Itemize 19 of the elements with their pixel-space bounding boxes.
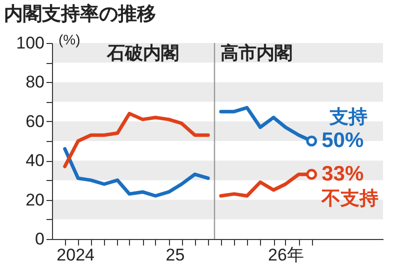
y-tick-label: 80	[26, 72, 44, 92]
data-label: 50%	[322, 129, 364, 152]
annotation: 高市内閣	[220, 43, 293, 63]
series-label: 支持	[328, 106, 368, 128]
annotation: 石破内閣	[106, 43, 179, 63]
y-tick-label: 60	[26, 112, 44, 131]
y-axis-title: (%)	[58, 32, 80, 48]
y-tick-label: 40	[26, 151, 44, 170]
data-label: 33%	[322, 162, 364, 186]
y-tick-label: 100	[16, 34, 44, 52]
line-series	[63, 112, 210, 168]
x-tick-label: 2024	[56, 246, 95, 264]
series-label: 不支持	[320, 187, 379, 210]
y-tick-label: 0	[35, 230, 44, 248]
chart-title: 内閣支持率の推移	[4, 3, 156, 25]
x-tick-label: 25	[166, 246, 185, 264]
y-tick-label: 20	[26, 190, 44, 210]
line-series	[63, 147, 210, 198]
x-tick-label: 26年	[268, 246, 304, 264]
